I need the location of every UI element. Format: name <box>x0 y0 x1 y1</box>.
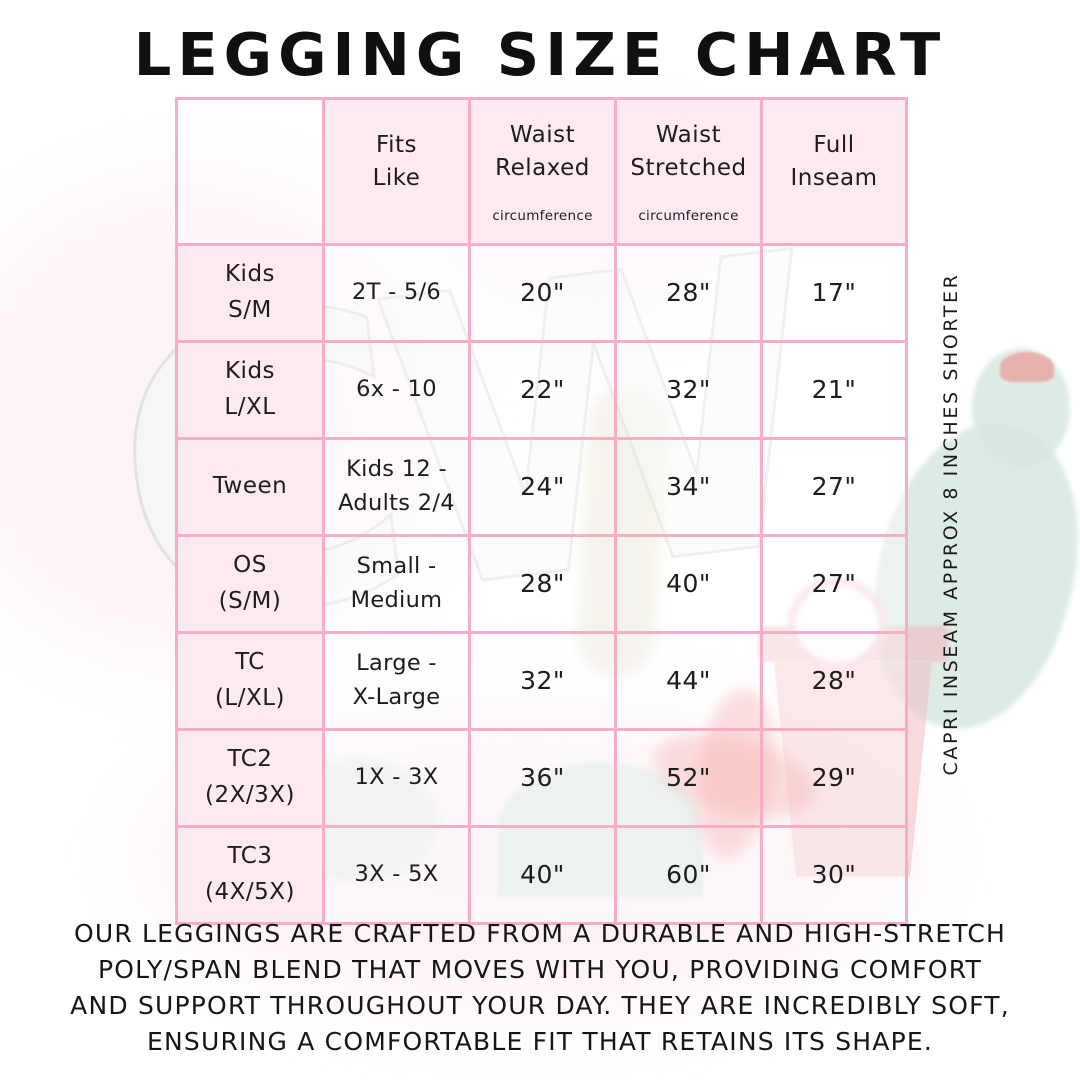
table-row: OS (S/M) Small - Medium 28" 40" 27" <box>175 533 908 634</box>
description-line: OUR LEGGINGS ARE CRAFTED FROM A DURABLE … <box>73 919 1007 948</box>
description-line: AND SUPPORT THROUGHOUT YOUR DAY. THEY AR… <box>70 991 1010 1020</box>
size-table: Fits Like Waist Relaxed circumference Wa… <box>175 97 908 925</box>
cell-waist-stretched: 44" <box>614 630 763 731</box>
row-label: Kids S/M <box>175 242 325 343</box>
cell-fits-like: Small - Medium <box>322 533 471 634</box>
cell-fits-like: 3X - 5X <box>322 824 471 925</box>
cell-waist-stretched: 34" <box>614 436 763 537</box>
cell-fits-like: 2T - 5/6 <box>322 242 471 343</box>
table-row: TC (L/XL) Large - X-Large 32" 44" 28" <box>175 630 908 731</box>
col-header-subtext: circumference <box>492 207 593 224</box>
cell-waist-stretched: 32" <box>614 339 763 440</box>
col-header-label: Fits Like <box>372 131 421 191</box>
table-row: TC3 (4X/5X) 3X - 5X 40" 60" 30" <box>175 824 908 925</box>
cell-full-inseam: 27" <box>760 436 908 537</box>
row-label: TC2 (2X/3X) <box>175 727 325 828</box>
cell-full-inseam: 21" <box>760 339 908 440</box>
col-header-subtext: circumference <box>638 207 739 224</box>
watermark-cactus-flower <box>1000 352 1054 382</box>
corner-spacer <box>175 97 325 246</box>
cell-full-inseam: 29" <box>760 727 908 828</box>
product-description: OUR LEGGINGS ARE CRAFTED FROM A DURABLE … <box>0 916 1080 1060</box>
col-header-label: Full Inseam <box>790 131 878 191</box>
cell-full-inseam: 17" <box>760 242 908 343</box>
cell-waist-stretched: 60" <box>614 824 763 925</box>
cell-waist-relaxed: 28" <box>468 533 617 634</box>
row-label: OS (S/M) <box>175 533 325 634</box>
col-header-waist-relaxed: Waist Relaxed circumference <box>468 97 617 246</box>
table-row: Kids L/XL 6x - 10 22" 32" 21" <box>175 339 908 440</box>
cell-fits-like: Large - X-Large <box>322 630 471 731</box>
cell-waist-relaxed: 24" <box>468 436 617 537</box>
description-line: POLY/SPAN BLEND THAT MOVES WITH YOU, PRO… <box>98 955 982 984</box>
cell-waist-stretched: 52" <box>614 727 763 828</box>
row-label: Tween <box>175 436 325 537</box>
description-line: ENSURING A COMFORTABLE FIT THAT RETAINS … <box>146 1027 933 1056</box>
row-label: TC3 (4X/5X) <box>175 824 325 925</box>
cell-waist-relaxed: 32" <box>468 630 617 731</box>
cell-full-inseam: 28" <box>760 630 908 731</box>
cell-full-inseam: 30" <box>760 824 908 925</box>
capri-inseam-note: CAPRI INSEAM APPROX 8 INCHES SHORTER <box>940 272 962 776</box>
cell-waist-stretched: 40" <box>614 533 763 634</box>
table-row: Tween Kids 12 - Adults 2/4 24" 34" 27" <box>175 436 908 537</box>
cell-fits-like: 1X - 3X <box>322 727 471 828</box>
row-label: TC (L/XL) <box>175 630 325 731</box>
page-title: LEGGING SIZE CHART <box>133 20 947 89</box>
header-row: Fits Like Waist Relaxed circumference Wa… <box>175 97 908 246</box>
col-header-label: Waist Relaxed <box>495 122 590 182</box>
row-label: Kids L/XL <box>175 339 325 440</box>
cell-waist-stretched: 28" <box>614 242 763 343</box>
cell-waist-relaxed: 40" <box>468 824 617 925</box>
cell-waist-relaxed: 22" <box>468 339 617 440</box>
cell-waist-relaxed: 20" <box>468 242 617 343</box>
col-header-waist-stretched: Waist Stretched circumference <box>614 97 763 246</box>
cell-fits-like: 6x - 10 <box>322 339 471 440</box>
cell-fits-like: Kids 12 - Adults 2/4 <box>322 436 471 537</box>
cell-waist-relaxed: 36" <box>468 727 617 828</box>
col-header-label: Waist Stretched <box>630 122 747 182</box>
col-header-full-inseam: Full Inseam <box>760 97 908 246</box>
table-row: Kids S/M 2T - 5/6 20" 28" 17" <box>175 242 908 343</box>
table-row: TC2 (2X/3X) 1X - 3X 36" 52" 29" <box>175 727 908 828</box>
col-header-fits-like: Fits Like <box>322 97 471 246</box>
cell-full-inseam: 27" <box>760 533 908 634</box>
